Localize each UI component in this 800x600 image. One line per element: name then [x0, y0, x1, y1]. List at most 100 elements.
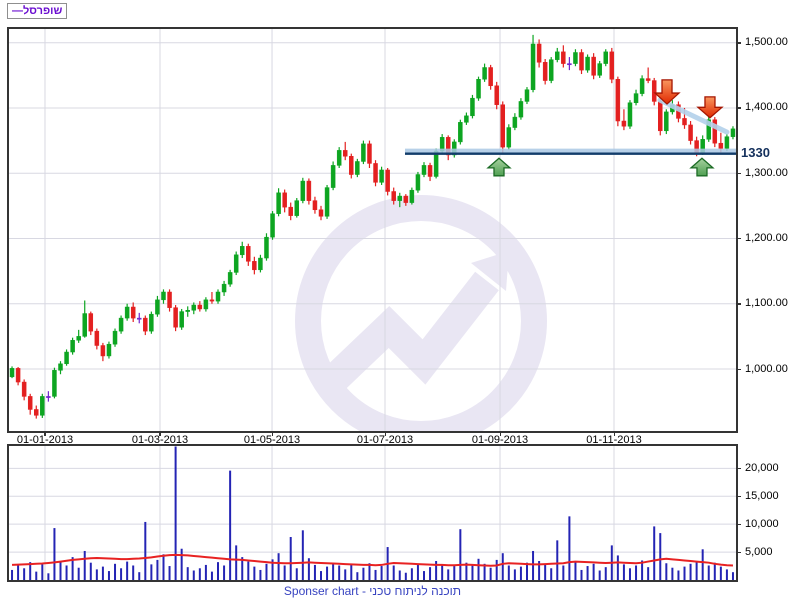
- candle-body: [367, 143, 372, 164]
- candle-body: [397, 195, 403, 201]
- price-chart-panel: [7, 27, 738, 433]
- candle-body: [118, 317, 124, 332]
- candle-body: [567, 63, 572, 66]
- price-axis-tick: [736, 172, 741, 175]
- candle-body: [112, 330, 118, 345]
- candle-body: [70, 340, 75, 353]
- candle-body: [161, 291, 166, 301]
- candle-body: [155, 299, 160, 315]
- date-axis-tick: [384, 432, 386, 436]
- candle-body: [349, 156, 354, 175]
- candle-body: [712, 119, 718, 144]
- candle-body: [294, 200, 300, 216]
- down-arrow-annotation: [653, 79, 681, 105]
- candle-body: [179, 311, 184, 328]
- candle-body: [130, 306, 136, 319]
- candle-body: [494, 85, 499, 105]
- legend-box: —שופרסל: [7, 3, 68, 19]
- volume-axis-label: 10,000: [745, 517, 779, 530]
- candle-body: [100, 345, 106, 357]
- candle-body: [361, 143, 366, 162]
- candle-body: [403, 195, 409, 203]
- candle-body: [88, 313, 94, 332]
- volume-ma-line: [11, 553, 734, 567]
- sponser-watermark-logo: [295, 195, 547, 431]
- candle-body: [482, 67, 487, 80]
- candle-body: [488, 67, 493, 87]
- candle-body: [421, 165, 427, 175]
- candle-body: [282, 192, 287, 208]
- up-arrow-annotation: [689, 157, 715, 177]
- candle-body: [258, 257, 263, 271]
- candle-body: [730, 128, 736, 137]
- volume-axis-tick: [736, 523, 741, 526]
- candle-body: [9, 368, 15, 378]
- candle-body: [573, 52, 578, 64]
- volume-axis-tick: [736, 495, 741, 498]
- candle-body: [548, 59, 554, 81]
- candle-body: [609, 51, 615, 80]
- candle-body: [591, 56, 596, 76]
- candle-body: [149, 313, 154, 332]
- candle-body: [324, 187, 330, 217]
- candle-body: [500, 104, 506, 148]
- candle-body: [512, 116, 518, 128]
- candle-body: [427, 165, 433, 177]
- candle-body: [246, 246, 251, 262]
- price-axis-tick: [736, 107, 741, 109]
- price-chart-canvas: [9, 29, 736, 431]
- candle-body: [312, 200, 318, 211]
- candle-body: [203, 299, 209, 310]
- date-axis-label: 01-05-2013: [243, 434, 301, 446]
- candle-body: [197, 304, 203, 310]
- date-axis-tick: [159, 432, 161, 436]
- candle-body: [82, 313, 87, 337]
- candle-body: [76, 336, 81, 341]
- date-axis-label: 01-11-2013: [586, 434, 642, 446]
- candle-body: [445, 137, 451, 156]
- candle-body: [15, 368, 21, 383]
- candle-body: [579, 52, 584, 71]
- candle-body: [34, 409, 39, 416]
- legend-line-marker: —: [12, 5, 23, 17]
- date-axis-tick: [613, 432, 615, 436]
- price-axis-label: 1,200.00: [745, 231, 788, 244]
- price-axis-label: 1,300.00: [745, 166, 788, 179]
- price-axis-tick: [736, 237, 741, 240]
- candle-body: [409, 189, 415, 203]
- up-arrow-annotation: [486, 157, 512, 177]
- candle-body: [621, 120, 627, 127]
- volume-axis-tick: [736, 551, 741, 554]
- candle-body: [603, 51, 608, 64]
- price-axis-tick: [736, 42, 741, 44]
- candle-body: [633, 93, 639, 103]
- candle-body: [627, 102, 633, 127]
- candle-body: [215, 291, 221, 302]
- volume-axis-label: 5,000: [745, 545, 773, 558]
- date-axis-tick: [271, 432, 274, 436]
- price-axis-tick: [736, 303, 741, 305]
- date-axis-tick: [44, 432, 46, 436]
- trend-line: [657, 97, 730, 135]
- candle-body: [597, 63, 602, 76]
- date-axis-label: 01-03-2013: [131, 434, 189, 446]
- candle-body: [585, 56, 590, 71]
- candle-body: [52, 370, 57, 397]
- candle-body: [342, 150, 348, 157]
- footer-credit: Sponser chart - תוכנה לניתוח טכני: [283, 584, 462, 598]
- candle-body: [288, 206, 293, 216]
- candle-body: [615, 79, 621, 122]
- candle-body: [476, 79, 481, 99]
- volume-axis-label: 20,000: [745, 461, 779, 474]
- candle-body: [227, 272, 233, 285]
- candle-body: [518, 101, 524, 118]
- candle-body: [391, 191, 396, 201]
- price-axis-label: 1,000.00: [745, 362, 788, 375]
- candle-body: [682, 118, 687, 126]
- candle-body: [270, 213, 275, 238]
- date-axis-tick: [499, 432, 502, 436]
- candle-body: [191, 304, 197, 311]
- candle-body: [137, 317, 142, 320]
- date-axis-label: 01-07-2013: [356, 434, 414, 446]
- candle-body: [300, 180, 306, 201]
